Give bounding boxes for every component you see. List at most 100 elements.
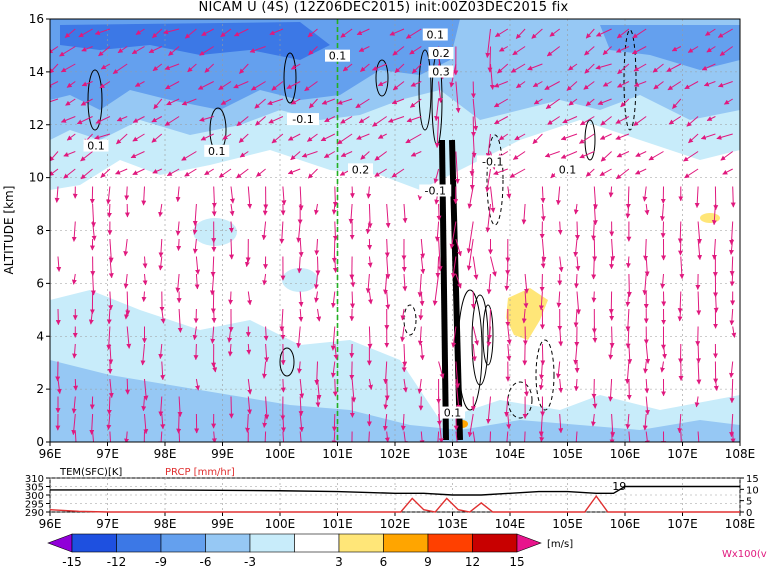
wind-vector bbox=[204, 63, 215, 73]
contour-line bbox=[375, 59, 389, 97]
wind-vector bbox=[538, 291, 544, 311]
colorbar-tick-label: -9 bbox=[155, 555, 167, 569]
wind-vector bbox=[365, 221, 371, 235]
wind-vector bbox=[244, 256, 250, 268]
wind-vector bbox=[437, 238, 443, 272]
wind-vector bbox=[521, 308, 527, 324]
wind-vector bbox=[342, 63, 353, 72]
wind-vector bbox=[56, 378, 62, 395]
wind-vector bbox=[523, 291, 529, 309]
wind-vector bbox=[616, 28, 630, 39]
wind-vector bbox=[467, 186, 474, 209]
wind-vector bbox=[382, 413, 388, 431]
wind-vector bbox=[635, 151, 647, 157]
shade-upper-core bbox=[60, 22, 330, 60]
wind-vector bbox=[81, 46, 93, 52]
wind-vector bbox=[383, 273, 389, 295]
wind-vector bbox=[151, 116, 163, 123]
wind-vector bbox=[573, 378, 579, 392]
wind-vector bbox=[716, 133, 733, 140]
wind-vector bbox=[625, 256, 631, 269]
wind-vector bbox=[229, 203, 235, 217]
wind-vector bbox=[73, 431, 79, 442]
wind-vector bbox=[532, 133, 543, 145]
wind-vector bbox=[80, 151, 93, 162]
wind-vector bbox=[625, 203, 631, 219]
wind-vector bbox=[64, 28, 76, 38]
y-tick-label: 2 bbox=[36, 382, 44, 396]
wind-vector bbox=[538, 378, 544, 391]
precipitation-series-label: PRCP [mm/hr] bbox=[165, 467, 235, 478]
colorbar-tick-label: -15 bbox=[62, 555, 82, 569]
wind-vector bbox=[644, 378, 650, 394]
wind-vector bbox=[410, 151, 422, 157]
wind-vector bbox=[566, 81, 578, 91]
wind-vector bbox=[472, 256, 479, 280]
contour-label-bg bbox=[419, 184, 452, 197]
wind-vector bbox=[671, 46, 682, 52]
wind-vector bbox=[472, 98, 479, 132]
wind-vector bbox=[729, 256, 735, 277]
contour-label-bg bbox=[287, 113, 319, 126]
wind-vector bbox=[706, 116, 716, 121]
wind-vector bbox=[330, 291, 336, 309]
wind-vector bbox=[705, 28, 716, 36]
wind-vector bbox=[400, 308, 406, 321]
wind-vector bbox=[420, 256, 426, 275]
wind-vector bbox=[633, 63, 647, 72]
colorbar-segment bbox=[116, 533, 162, 553]
wind-vector bbox=[247, 378, 253, 395]
wind-vector bbox=[449, 221, 457, 249]
colorbar-tick-label: -6 bbox=[200, 555, 212, 569]
wind-vector bbox=[249, 46, 266, 53]
wind-vector bbox=[372, 116, 387, 127]
wind-vector bbox=[377, 81, 387, 87]
shade-lower-mid bbox=[50, 360, 740, 442]
wind-vector bbox=[340, 28, 353, 38]
wind-vector bbox=[391, 98, 405, 105]
wind-vector bbox=[239, 151, 249, 158]
wind-vector bbox=[100, 168, 111, 178]
wind-vector bbox=[694, 396, 700, 408]
right-tick-label: 0 bbox=[746, 508, 752, 519]
wind-vector bbox=[233, 28, 249, 37]
wind-vector bbox=[332, 378, 338, 397]
wind-vector bbox=[642, 413, 648, 431]
precipitation-line bbox=[49, 494, 740, 513]
wind-vector bbox=[201, 28, 214, 36]
wind-vector bbox=[506, 343, 512, 362]
wind-vector bbox=[497, 63, 509, 74]
wind-vector bbox=[106, 186, 111, 205]
wind-vector bbox=[597, 98, 612, 105]
contour-label: 0.1 bbox=[444, 407, 462, 420]
wind-vector bbox=[558, 256, 564, 273]
wind-vector bbox=[177, 396, 183, 417]
wind-vector bbox=[195, 378, 201, 391]
wind-vector bbox=[590, 413, 596, 427]
wind-vector bbox=[340, 116, 353, 124]
wind-vector bbox=[471, 343, 477, 362]
wind-vector bbox=[662, 343, 667, 360]
wind-vector bbox=[642, 186, 648, 202]
wind-vector bbox=[298, 308, 304, 322]
wind-vector bbox=[608, 186, 614, 198]
wind-vector bbox=[455, 378, 461, 410]
y-tick-label: 12 bbox=[29, 118, 44, 132]
colorbar-tick-label: 12 bbox=[465, 555, 480, 569]
wind-vector bbox=[466, 238, 474, 271]
wind-vector bbox=[434, 221, 440, 242]
wind-vector bbox=[132, 116, 145, 123]
wind-vector bbox=[142, 273, 148, 286]
wind-vector bbox=[340, 151, 353, 157]
x-tick-label: 103E bbox=[437, 447, 468, 461]
wind-vector bbox=[524, 431, 526, 442]
wind-vector bbox=[298, 291, 304, 307]
wind-vector bbox=[625, 291, 631, 307]
wind-vector bbox=[521, 203, 527, 225]
wind-vector bbox=[298, 413, 304, 433]
wind-vector bbox=[282, 431, 285, 442]
wind-vector bbox=[595, 28, 612, 37]
wind-vector bbox=[368, 431, 370, 442]
wind-vector bbox=[391, 168, 405, 178]
wind-vector bbox=[599, 168, 612, 177]
